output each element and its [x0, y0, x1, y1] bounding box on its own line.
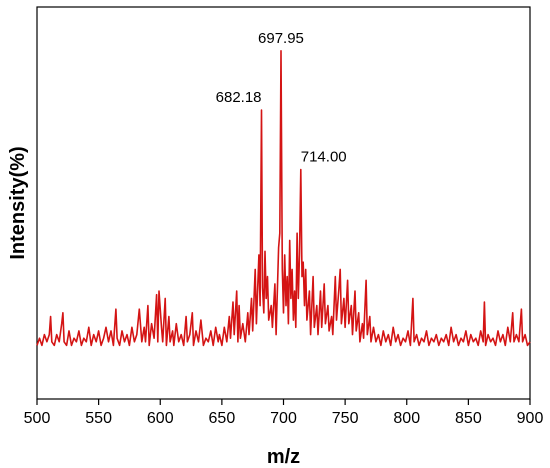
x-tick-label: 700 — [270, 410, 297, 427]
plot-frame — [36, 6, 531, 400]
x-tick-label: 650 — [209, 410, 236, 427]
x-tick-label: 750 — [332, 410, 359, 427]
peak-label: 682.18 — [216, 89, 262, 106]
peak-label: 714.00 — [301, 148, 347, 165]
y-axis-title: Intensity(%) — [7, 146, 29, 259]
x-tick-label: 550 — [85, 410, 112, 427]
x-tick-label: 850 — [455, 410, 482, 427]
x-tick-label: 800 — [393, 410, 420, 427]
peak-annotations: 697.95 682.18 714.00 — [216, 30, 347, 166]
peak-label: 697.95 — [258, 30, 304, 47]
x-axis-ticks: 500 550 600 650 700 750 800 850 900 — [24, 399, 544, 427]
x-tick-label: 500 — [24, 410, 51, 427]
spectrum-series — [36, 49, 531, 347]
x-tick-label: 600 — [147, 410, 174, 427]
x-tick-label: 900 — [517, 410, 544, 427]
spectrum-line — [36, 49, 531, 347]
x-axis-title: m/z — [267, 446, 300, 468]
